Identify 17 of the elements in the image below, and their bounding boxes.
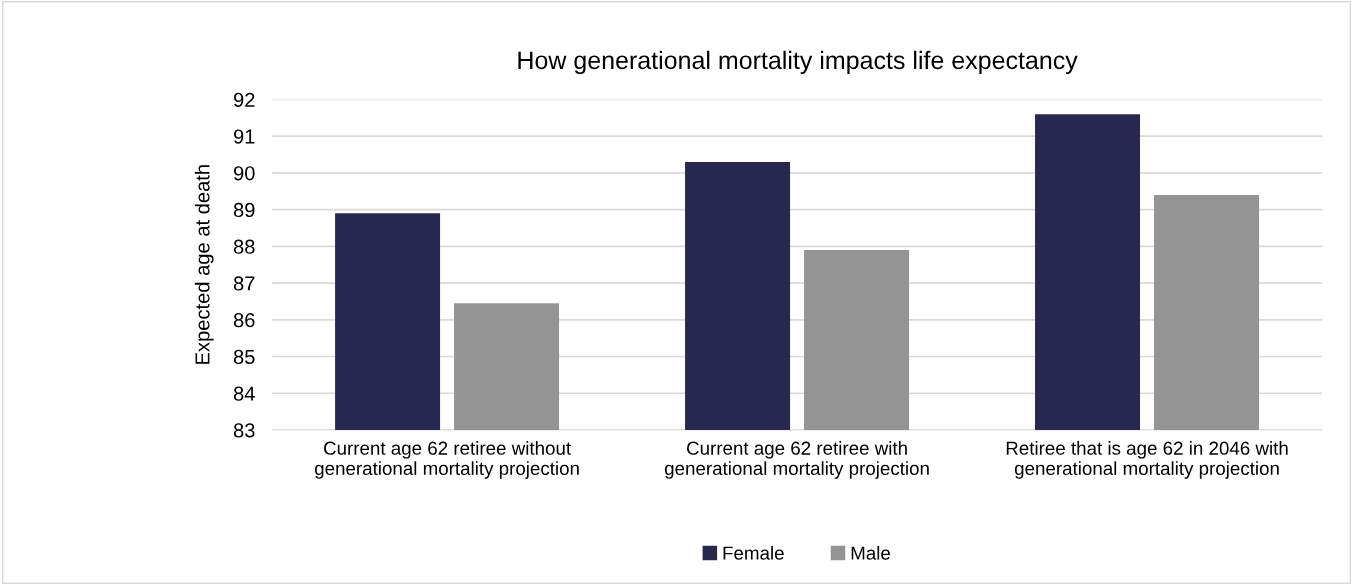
legend-label: Male (851, 546, 890, 560)
y-tick-label: 84 (233, 386, 255, 401)
y-tick-label: 85 (233, 349, 255, 365)
y-tick-label: 90 (233, 166, 255, 181)
legend-label: Female (723, 546, 784, 560)
y-tick-label: 88 (233, 239, 255, 254)
y-tick-label: 83 (233, 423, 255, 438)
x-tick-label: Retiree that is age 62 in 2046 with generational mortality projection (1006, 441, 1288, 479)
y-tick-label: 87 (233, 276, 255, 291)
y-tick-label: 89 (233, 202, 255, 218)
y-tick-label: 92 (233, 92, 255, 107)
y-axis-title: Expected age at death (194, 165, 214, 364)
y-tick-label: 91 (233, 129, 255, 144)
x-tick-label: Current age 62 retiree without generational mortality projection (314, 441, 579, 479)
y-tick-label: 86 (233, 313, 255, 328)
x-tick-label: Current age 62 retiree with generational mortality projection (664, 441, 929, 479)
chart-title: How generational mortality impacts life expectancy (518, 50, 1078, 75)
